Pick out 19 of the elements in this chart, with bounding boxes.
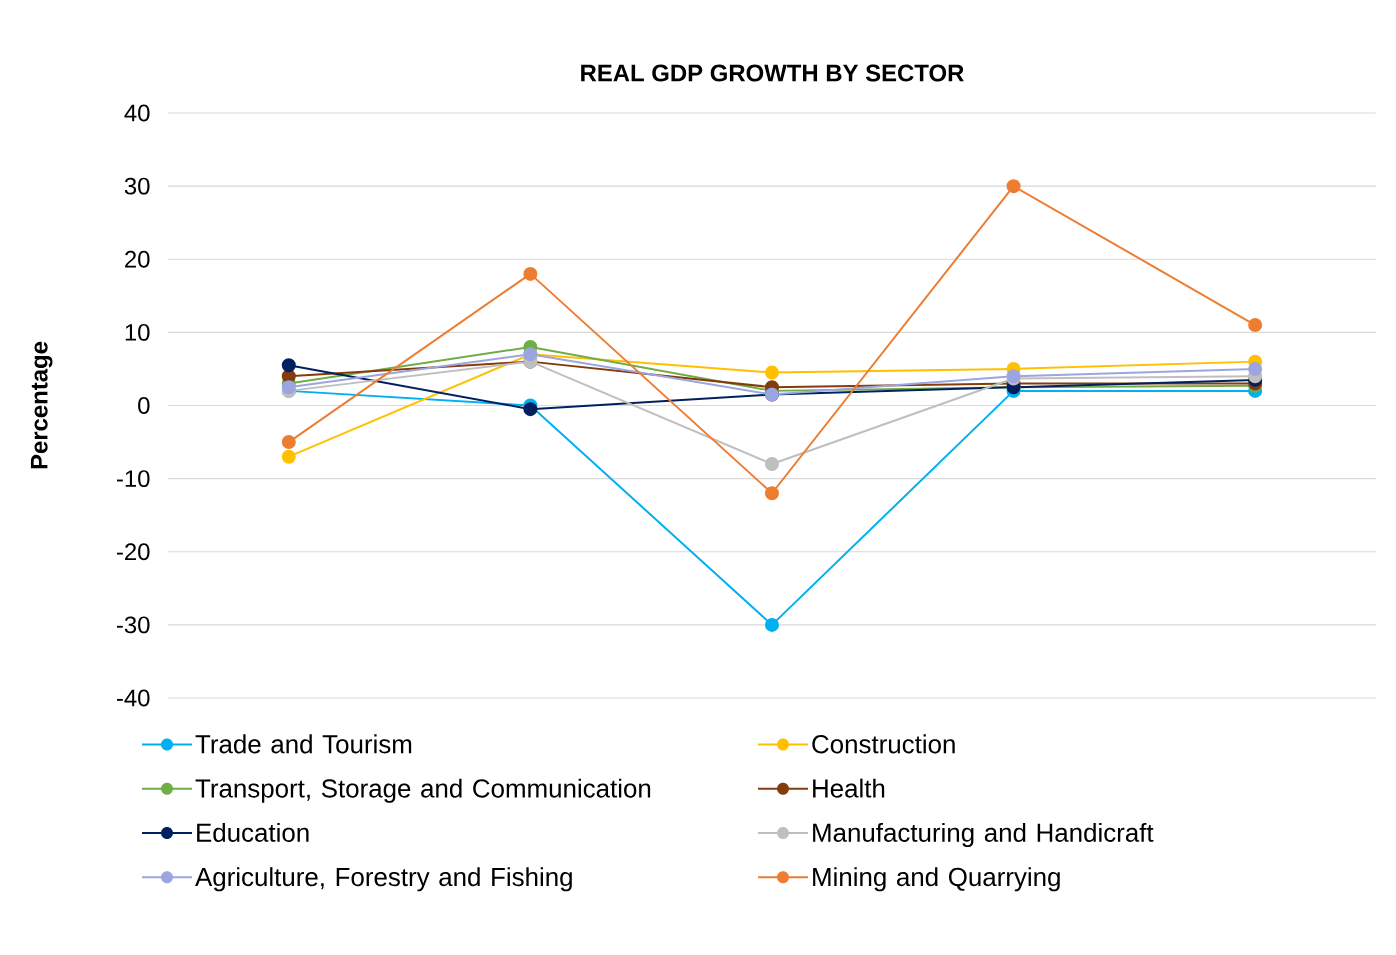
y-tick-label: 40 (124, 104, 150, 122)
legend-label: Trade and Tourism (195, 734, 412, 754)
y-tick-label: 10 (125, 323, 150, 341)
chart-title: REAL GDP GROWTH BY SECTOR (581, 64, 964, 82)
y-tick-label: 0 (138, 397, 150, 414)
legend-label: Mining and Quarrying (813, 867, 1060, 892)
y-tick-label: -20 (116, 543, 150, 561)
legend-label: Health (813, 778, 885, 798)
y-tick-label: -40 (116, 689, 150, 707)
legend-label: Manufacturing and Handicraft (813, 822, 1154, 848)
y-tick-label: 20 (125, 250, 150, 268)
y-tick-label: -10 (116, 470, 150, 488)
legend-label: Agriculture, Forestry and Fishing (195, 867, 572, 892)
y-tick-label: -30 (116, 616, 150, 634)
y-axis-title: Percentage (30, 341, 53, 469)
y-tick-label: 30 (124, 177, 150, 195)
legend-label: Transport, Storage and Communication (195, 778, 651, 803)
legend-label: Education (197, 822, 309, 842)
legend-label: Construction (812, 734, 955, 754)
